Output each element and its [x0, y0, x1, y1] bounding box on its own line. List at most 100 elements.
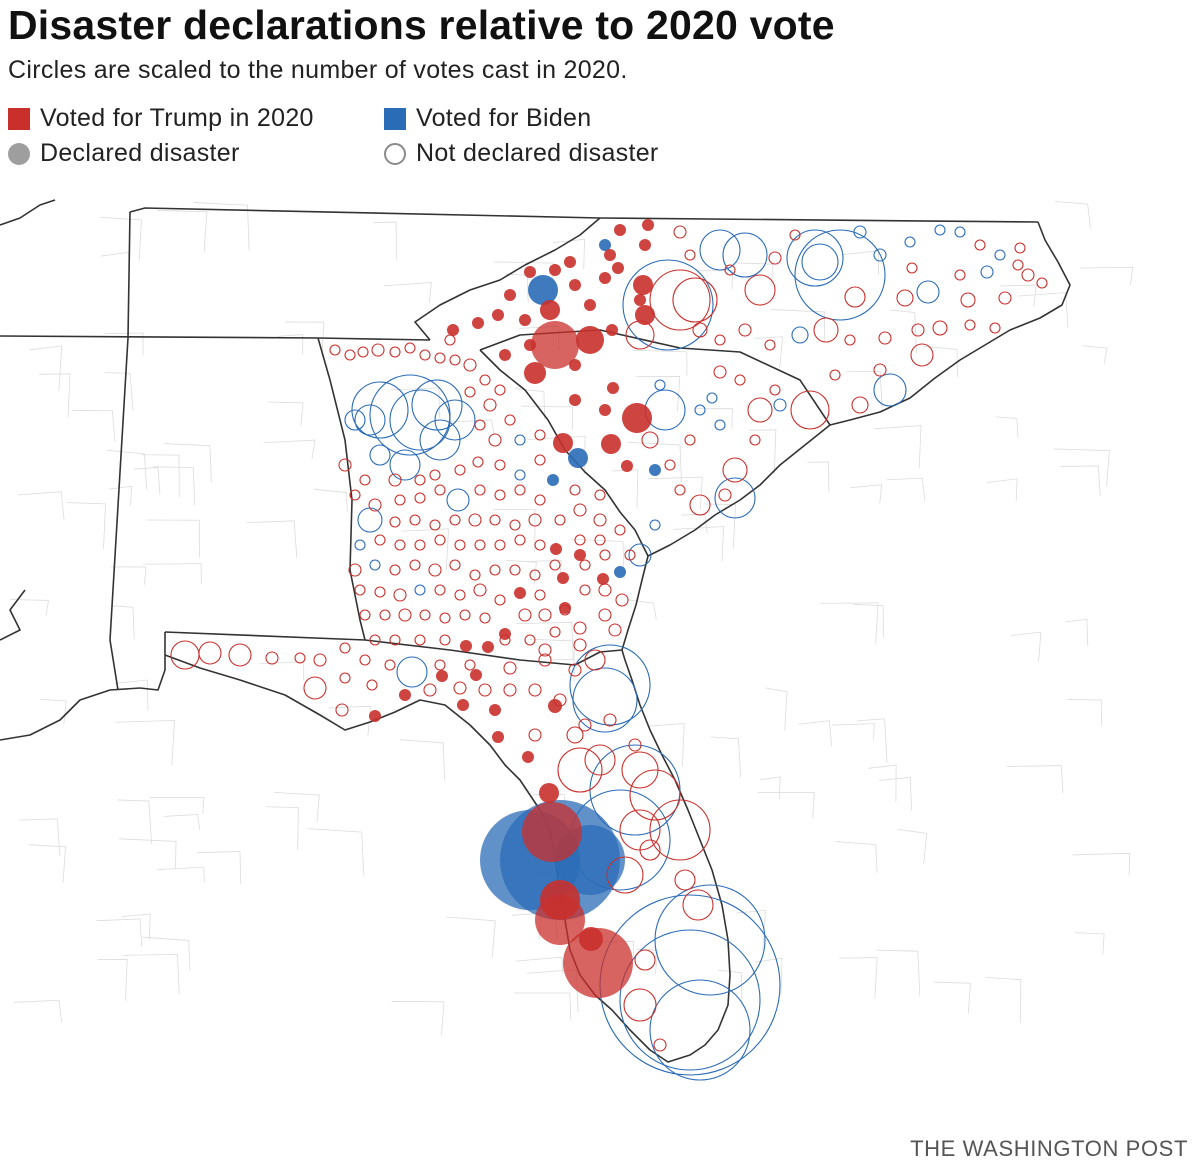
county-line	[673, 526, 725, 562]
county-line	[626, 599, 657, 620]
not-declared-trump-county-circle	[359, 474, 371, 486]
not-declared-trump-county-circle	[974, 239, 986, 251]
not-declared-trump-county-circle	[170, 640, 200, 670]
county-line	[110, 566, 147, 585]
county-line	[514, 992, 572, 1021]
declared-trump-county-circle	[563, 928, 633, 998]
county-line	[570, 538, 625, 580]
not-declared-trump-county-circle	[964, 319, 976, 331]
not-declared-trump-county-circle	[469, 569, 481, 581]
declared-trump-county-circle	[514, 587, 526, 599]
county-line	[1054, 448, 1110, 486]
not-declared-trump-county-circle	[594, 534, 606, 546]
tn-west	[127, 211, 131, 339]
not-declared-trump-county-circle	[434, 352, 446, 364]
declared-trump-county-circle	[622, 403, 652, 433]
county-line	[39, 373, 71, 418]
not-declared-trump-county-circle	[428, 563, 442, 577]
not-declared-biden-county-circle	[791, 326, 809, 344]
declared-trump-county-circle	[635, 305, 655, 325]
not-declared-trump-county-circle	[434, 659, 446, 671]
county-line	[276, 334, 304, 355]
county-line	[152, 466, 196, 506]
not-declared-trump-county-circle	[494, 384, 506, 396]
not-declared-trump-county-circle	[494, 594, 506, 606]
county-line	[313, 488, 348, 513]
not-declared-trump-county-circle	[303, 676, 327, 700]
not-declared-trump-county-circle	[873, 363, 887, 377]
legend-declared: Declared disaster	[8, 139, 240, 168]
declared-trump-county-circle	[597, 573, 609, 585]
county-line	[121, 913, 151, 940]
county-line	[717, 969, 743, 1007]
not-declared-trump-county-circle	[672, 277, 718, 323]
not-declared-biden-county-circle	[419, 419, 461, 461]
county-line	[19, 818, 61, 857]
not-declared-trump-county-circle	[454, 539, 466, 551]
not-declared-trump-county-circle	[664, 459, 676, 471]
county-line	[703, 503, 736, 549]
legend-not-declared-label: Not declared disaster	[416, 139, 659, 167]
not-declared-trump-county-circle	[414, 539, 426, 551]
county-line	[328, 705, 371, 736]
declared-trump-county-circle	[642, 219, 654, 231]
chart-title: Disaster declarations relative to 2020 v…	[8, 2, 835, 48]
not-declared-trump-county-circle	[414, 474, 426, 486]
not-declared-trump-county-circle	[374, 534, 386, 546]
fl-outline	[164, 649, 731, 1063]
declared-trump-county-circle	[531, 321, 579, 369]
declared-trump-county-circle	[436, 670, 448, 682]
not-declared-trump-county-circle	[409, 514, 421, 526]
county-line	[142, 936, 191, 971]
not-declared-trump-county-circle	[414, 634, 426, 646]
county-line	[66, 502, 107, 549]
not-declared-trump-county-circle	[598, 583, 612, 597]
county-line	[874, 425, 922, 469]
not-declared-trump-county-circle	[454, 589, 466, 601]
declared-trump-county-circle	[524, 266, 536, 278]
filled-circle-icon	[8, 142, 30, 165]
not-declared-trump-county-circle	[844, 286, 866, 308]
declared-trump-county-circle	[499, 628, 511, 640]
ms-al-border	[109, 337, 129, 691]
declared-trump-county-circle	[539, 783, 559, 803]
not-declared-trump-county-circle	[673, 225, 687, 239]
county-line	[28, 844, 66, 883]
county-line	[694, 408, 733, 429]
declared-trump-county-circle	[601, 434, 621, 454]
tn-south-border	[0, 335, 431, 341]
not-declared-trump-county-circle	[338, 458, 352, 472]
not-declared-trump-county-circle	[463, 358, 477, 372]
not-declared-trump-county-circle	[989, 322, 1001, 334]
not-declared-trump-county-circle	[614, 524, 626, 536]
not-declared-biden-county-circle	[954, 226, 966, 238]
not-declared-trump-county-circle	[1014, 242, 1026, 254]
declared-trump-county-circle	[540, 880, 580, 920]
not-declared-trump-county-circle	[534, 429, 546, 441]
county-line	[141, 454, 180, 498]
declared-trump-county-circle	[522, 751, 534, 763]
declared-trump-county-circle	[524, 362, 546, 384]
not-declared-biden-county-circle	[994, 249, 1006, 261]
ga-sc-border	[479, 349, 649, 557]
not-declared-trump-county-circle	[371, 343, 385, 357]
not-declared-trump-county-circle	[639, 839, 661, 861]
not-declared-biden-county-circle	[649, 519, 661, 531]
not-declared-trump-county-circle	[449, 354, 461, 366]
declared-trump-county-circle	[633, 275, 653, 295]
not-declared-biden-county-circle	[572, 667, 638, 733]
county-line	[96, 918, 143, 947]
declared-trump-county-circle	[369, 710, 381, 722]
declared-trump-county-circle	[599, 272, 611, 284]
not-declared-trump-county-circle	[579, 559, 591, 571]
not-declared-trump-county-circle	[574, 534, 586, 546]
not-declared-trump-county-circle	[389, 564, 401, 576]
not-declared-trump-county-circle	[429, 519, 441, 531]
declared-trump-county-circle	[599, 404, 611, 416]
not-declared-trump-county-circle	[584, 744, 616, 776]
not-declared-trump-county-circle	[573, 638, 587, 652]
not-declared-trump-county-circle	[598, 608, 612, 622]
not-declared-trump-county-circle	[528, 728, 542, 742]
not-declared-trump-county-circle	[423, 683, 437, 697]
not-declared-trump-county-circle	[359, 609, 371, 621]
